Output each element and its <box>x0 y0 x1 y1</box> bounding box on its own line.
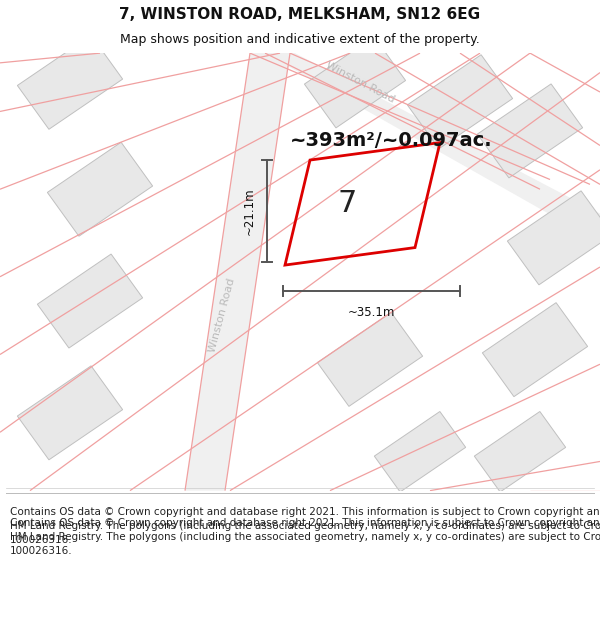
Text: Winston Road: Winston Road <box>207 278 237 354</box>
Polygon shape <box>47 142 152 236</box>
Polygon shape <box>374 411 466 492</box>
Text: Map shows position and indicative extent of the property.: Map shows position and indicative extent… <box>120 33 480 46</box>
Polygon shape <box>17 366 122 460</box>
Polygon shape <box>478 84 583 178</box>
Text: ~21.1m: ~21.1m <box>242 188 256 235</box>
Polygon shape <box>185 53 290 491</box>
Text: Contains OS data © Crown copyright and database right 2021. This information is : Contains OS data © Crown copyright and d… <box>10 507 600 545</box>
Text: 7: 7 <box>338 189 357 218</box>
Text: Winston Road: Winston Road <box>324 60 396 104</box>
Polygon shape <box>37 254 143 348</box>
Polygon shape <box>17 35 122 129</box>
Text: ~35.1m: ~35.1m <box>348 306 395 319</box>
Polygon shape <box>482 302 587 397</box>
Polygon shape <box>304 37 406 128</box>
Text: ~393m²/~0.097ac.: ~393m²/~0.097ac. <box>290 131 493 150</box>
Polygon shape <box>265 53 600 242</box>
Polygon shape <box>475 411 566 492</box>
Polygon shape <box>317 312 422 406</box>
Text: Contains OS data © Crown copyright and database right 2021. This information is : Contains OS data © Crown copyright and d… <box>10 518 600 556</box>
Polygon shape <box>508 191 600 285</box>
Text: 7, WINSTON ROAD, MELKSHAM, SN12 6EG: 7, WINSTON ROAD, MELKSHAM, SN12 6EG <box>119 8 481 22</box>
Polygon shape <box>407 55 512 149</box>
